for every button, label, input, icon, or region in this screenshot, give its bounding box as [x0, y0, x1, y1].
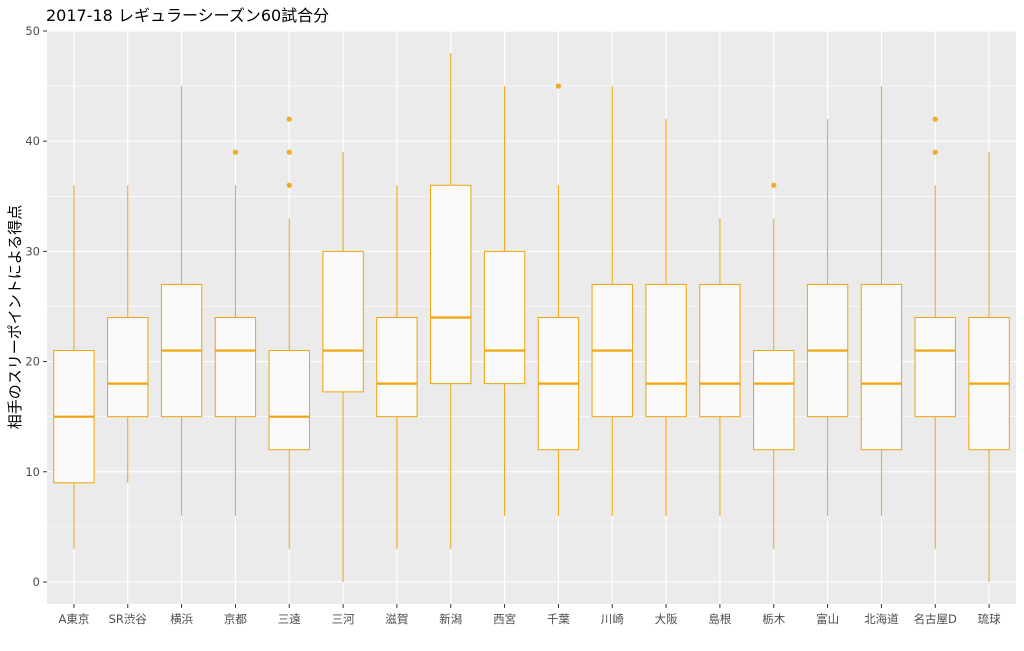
y-tick-label: 10: [25, 465, 40, 479]
x-tick-label: 京都: [224, 612, 247, 626]
box-18: [968, 152, 1010, 582]
box-body: [430, 184, 472, 385]
box-1: [53, 185, 95, 549]
x-tick-label: 琉球: [978, 612, 1001, 626]
outlier-point: [286, 182, 292, 188]
x-tick-label: A東京: [58, 612, 89, 626]
y-tick-label: 30: [25, 244, 40, 258]
outlier-point: [932, 149, 938, 155]
box-4: [214, 149, 257, 516]
minor-gridlines: [47, 85, 1016, 528]
box-body: [483, 250, 526, 385]
x-tick-label: 千葉: [547, 612, 570, 626]
box-body: [914, 317, 956, 418]
outlier-point: [286, 116, 292, 122]
x-tick-label: 滋賀: [385, 612, 408, 626]
x-tick-label: SR渋谷: [109, 612, 148, 626]
box-body: [268, 350, 310, 451]
box-body: [860, 283, 903, 451]
y-tick-label: 40: [25, 134, 40, 148]
x-axis-ticks: A東京 SR渋谷 横浜 京都 三遠 三河 滋賀 新潟 西宮 千葉 川崎 大阪 島根 栃木 富山 北海道 名古屋D…: [58, 604, 1001, 626]
x-tick-label: 川崎: [601, 612, 624, 626]
y-axis-label: 相手のスリーポイントによる得点: [6, 205, 24, 430]
box-9: [483, 86, 526, 516]
boxes: [53, 53, 1010, 582]
x-tick-label: 大阪: [655, 612, 678, 626]
plot-panel: [47, 31, 1016, 604]
box-body: [214, 317, 257, 418]
box-3: [160, 86, 203, 516]
box-body: [107, 317, 149, 418]
x-tick-label: 北海道: [864, 612, 899, 626]
box-10: [537, 83, 580, 516]
box-17: [914, 116, 956, 549]
box-6: [322, 152, 364, 582]
box-15: [806, 119, 849, 516]
box-12: [645, 119, 687, 516]
y-tick-label: 0: [33, 575, 40, 589]
box-7: [376, 185, 418, 549]
x-tick-label: 西宮: [493, 612, 516, 626]
outlier-point: [232, 149, 239, 155]
box-8: [430, 53, 472, 549]
y-axis-ticks: 0 10 20 30 40 50: [25, 24, 47, 589]
outlier-point: [932, 116, 938, 122]
outlier-point: [771, 182, 777, 188]
box-body: [322, 250, 364, 393]
box-16: [860, 86, 903, 516]
x-tick-label: 横浜: [170, 612, 193, 626]
box-body: [645, 283, 687, 418]
box-11: [591, 86, 633, 516]
outlier-point: [286, 149, 292, 155]
y-tick-label: 50: [25, 24, 40, 38]
box-body: [376, 317, 418, 418]
x-tick-label: 栃木: [762, 612, 785, 626]
x-tick-label: 名古屋D: [914, 612, 957, 626]
box-14: [753, 182, 795, 549]
chart-title: 2017-18 レギュラーシーズン60試合分: [46, 6, 329, 25]
box-13: [699, 218, 741, 516]
box-2: [107, 185, 149, 483]
x-tick-label: 三河: [332, 612, 355, 626]
x-tick-label: 新潟: [439, 612, 462, 626]
x-tick-label: 三遠: [278, 612, 301, 626]
box-body: [753, 350, 795, 451]
box-body: [699, 283, 741, 418]
x-tick-label: 富山: [816, 612, 839, 626]
x-tick-label: 島根: [708, 612, 731, 626]
outlier-point: [555, 83, 562, 89]
box-5: [268, 116, 310, 549]
y-tick-label: 20: [25, 355, 40, 369]
